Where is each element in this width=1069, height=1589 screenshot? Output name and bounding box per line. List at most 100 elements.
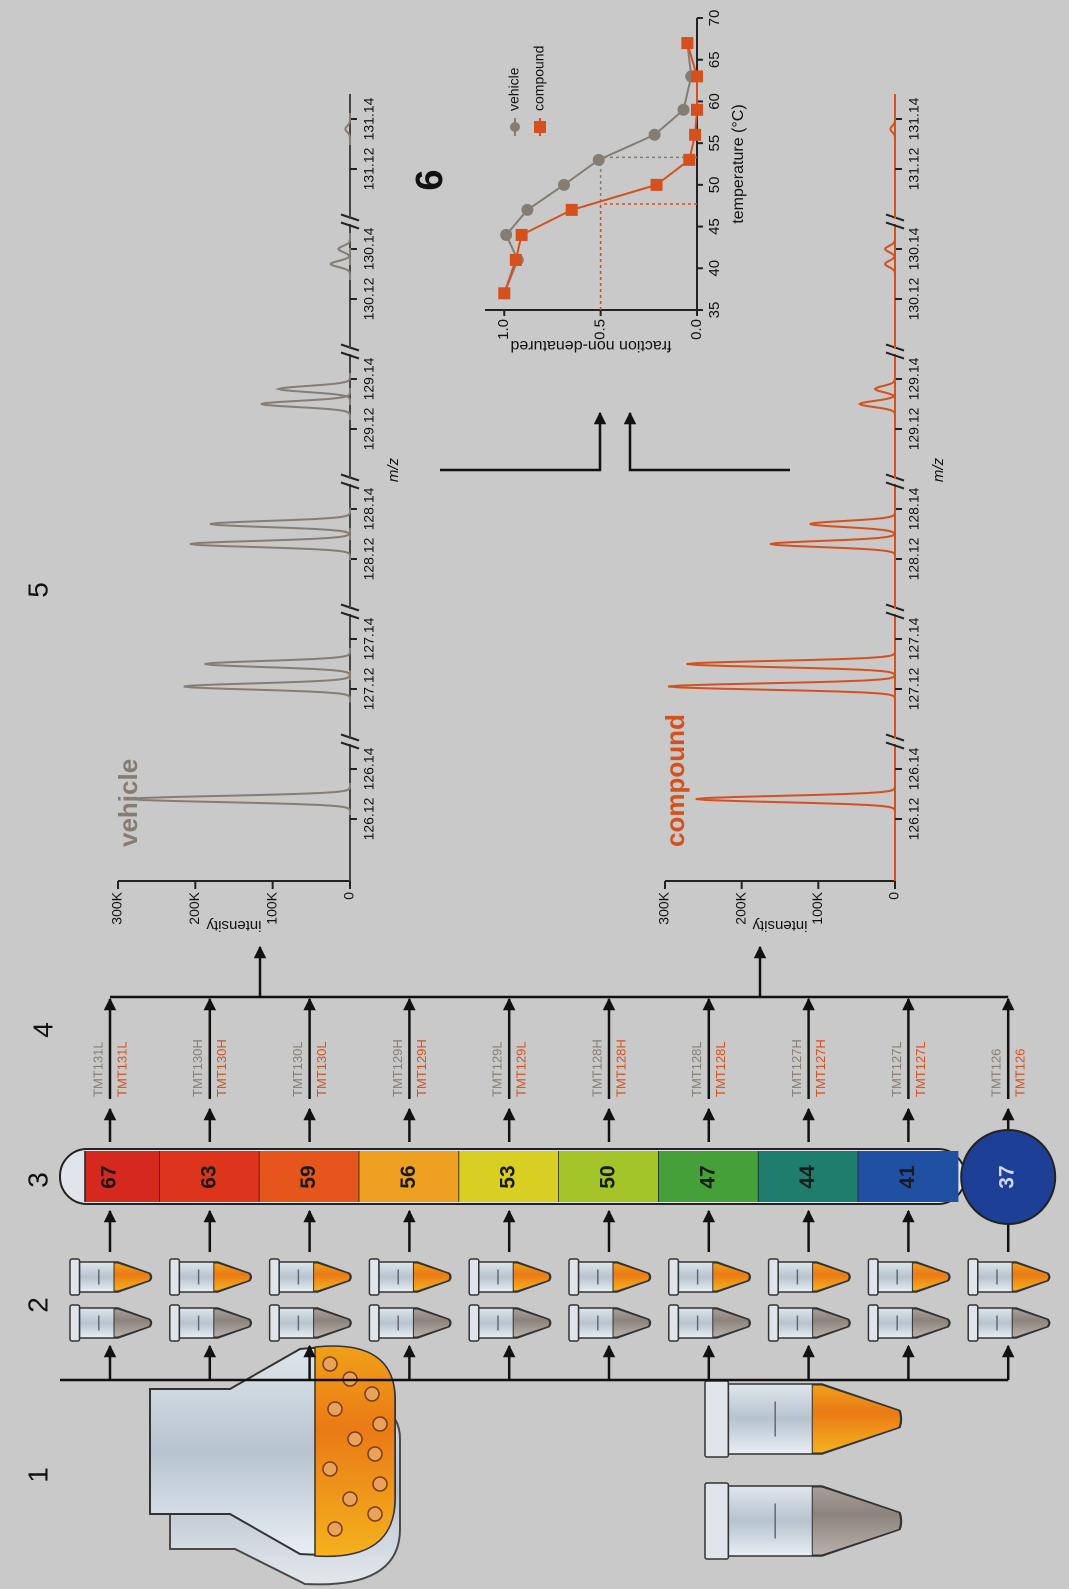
peak bbox=[130, 783, 350, 815]
tube-cap bbox=[769, 1259, 779, 1295]
tmt-label-vehicle: TMT126 bbox=[989, 1049, 1004, 1097]
x-tick-label: 50 bbox=[706, 177, 723, 194]
tmt-label-compound: TMT130L bbox=[314, 1041, 329, 1097]
y-tick-label: 0.0 bbox=[688, 319, 705, 340]
tube-cap bbox=[369, 1259, 379, 1295]
tube-cap bbox=[769, 1305, 779, 1341]
x-tick-label: 126.14 bbox=[906, 747, 922, 790]
tmt-label-vehicle: TMT130L bbox=[290, 1041, 305, 1097]
landscape-figure: 12345667635956535047444137TMT131LTMT131L… bbox=[22, 10, 1055, 1585]
tmt-label-compound: TMT128L bbox=[713, 1041, 728, 1097]
temperature-label: 47 bbox=[696, 1165, 719, 1188]
tube bbox=[868, 1259, 950, 1295]
y-tick-label: 0 bbox=[886, 892, 902, 900]
tube-cap bbox=[868, 1305, 878, 1341]
temperature-label: 53 bbox=[497, 1165, 520, 1188]
data-point bbox=[558, 179, 570, 191]
tube bbox=[705, 1483, 902, 1559]
peak bbox=[810, 508, 895, 540]
tube-cap bbox=[170, 1259, 180, 1295]
data-point bbox=[691, 104, 703, 116]
tmt-label-compound: TMT127L bbox=[913, 1041, 928, 1097]
tmt-label-compound: TMT126 bbox=[1013, 1049, 1028, 1097]
x-tick-label: 129.14 bbox=[906, 357, 922, 400]
data-point bbox=[691, 70, 703, 82]
tmt-label-vehicle: TMT128L bbox=[689, 1041, 704, 1097]
tube-cap bbox=[669, 1305, 679, 1341]
tube bbox=[469, 1305, 551, 1341]
step-number: 5 bbox=[22, 582, 53, 598]
step-number: 2 bbox=[22, 1297, 53, 1313]
temperature-label: 67 bbox=[98, 1165, 121, 1188]
x-tick-label: 127.12 bbox=[361, 667, 377, 710]
connector bbox=[440, 413, 600, 470]
tube-cap bbox=[569, 1305, 579, 1341]
y-axis-label: fraction non-denatured bbox=[511, 337, 672, 354]
thermo-band bbox=[85, 1151, 160, 1202]
x-tick-label: 40 bbox=[706, 260, 723, 277]
x-tick-label: 131.12 bbox=[906, 147, 922, 190]
peak bbox=[205, 648, 350, 680]
x-tick-label: 129.12 bbox=[906, 407, 922, 450]
data-point bbox=[500, 229, 512, 241]
tube bbox=[669, 1259, 751, 1295]
tmt-label-vehicle: TMT127L bbox=[889, 1041, 904, 1097]
x-axis-label: m/z bbox=[385, 457, 402, 482]
tube-cap bbox=[70, 1259, 80, 1295]
tmt-label-compound: TMT128H bbox=[613, 1039, 628, 1097]
x-tick-label: 128.12 bbox=[906, 537, 922, 580]
tube-cap bbox=[469, 1305, 479, 1341]
tube bbox=[569, 1259, 651, 1295]
x-tick-label: 128.14 bbox=[361, 487, 377, 530]
data-point bbox=[516, 229, 528, 241]
tube-cap bbox=[968, 1305, 978, 1341]
data-point bbox=[683, 154, 695, 166]
data-point bbox=[510, 254, 522, 266]
tube-cap bbox=[669, 1259, 679, 1295]
x-tick-label: 131.14 bbox=[906, 97, 922, 140]
temperature-label: 44 bbox=[796, 1165, 819, 1189]
temperature-label: 41 bbox=[896, 1165, 919, 1189]
peak bbox=[696, 783, 895, 815]
tube bbox=[705, 1381, 902, 1457]
tube-cap bbox=[270, 1259, 280, 1295]
y-tick-label: 200K bbox=[732, 891, 748, 924]
data-point bbox=[681, 37, 693, 49]
step-number: 4 bbox=[27, 1022, 58, 1038]
tube-cap bbox=[270, 1305, 280, 1341]
step-number: 1 bbox=[22, 1467, 53, 1483]
temperature-label: 59 bbox=[297, 1165, 320, 1188]
tmt-label-vehicle: TMT130H bbox=[190, 1039, 205, 1097]
tube bbox=[968, 1259, 1049, 1295]
tube bbox=[868, 1305, 950, 1341]
connector bbox=[630, 413, 790, 470]
data-point bbox=[593, 154, 605, 166]
tmt-label-compound: TMT131L bbox=[114, 1041, 129, 1097]
x-tick-label: 65 bbox=[706, 51, 723, 68]
data-point bbox=[521, 204, 533, 216]
tube bbox=[669, 1305, 751, 1341]
tube bbox=[569, 1305, 651, 1341]
peak bbox=[860, 388, 895, 420]
y-tick-label: 1.0 bbox=[495, 319, 512, 340]
tube bbox=[70, 1305, 152, 1341]
data-point bbox=[649, 129, 661, 141]
tube-cap bbox=[705, 1483, 728, 1559]
data-point bbox=[651, 179, 663, 191]
x-tick-label: 70 bbox=[706, 10, 723, 27]
x-tick-label: 130.14 bbox=[361, 227, 377, 270]
x-tick-label: 129.14 bbox=[361, 357, 377, 400]
spectrum-title: vehicle bbox=[113, 759, 143, 847]
tube bbox=[170, 1305, 252, 1341]
legend-label: compound bbox=[531, 46, 547, 111]
tmt-label-vehicle: TMT127H bbox=[789, 1039, 804, 1097]
data-point bbox=[678, 104, 690, 116]
legend-label: vehicle bbox=[506, 67, 522, 111]
tube bbox=[769, 1305, 851, 1341]
peak bbox=[770, 528, 895, 560]
temperature-label: 50 bbox=[597, 1165, 620, 1188]
tmt-label-vehicle: TMT129L bbox=[490, 1041, 505, 1097]
x-tick-label: 131.12 bbox=[361, 147, 377, 190]
tmt-label-compound: TMT130H bbox=[214, 1039, 229, 1097]
x-tick-label: 128.14 bbox=[906, 487, 922, 530]
